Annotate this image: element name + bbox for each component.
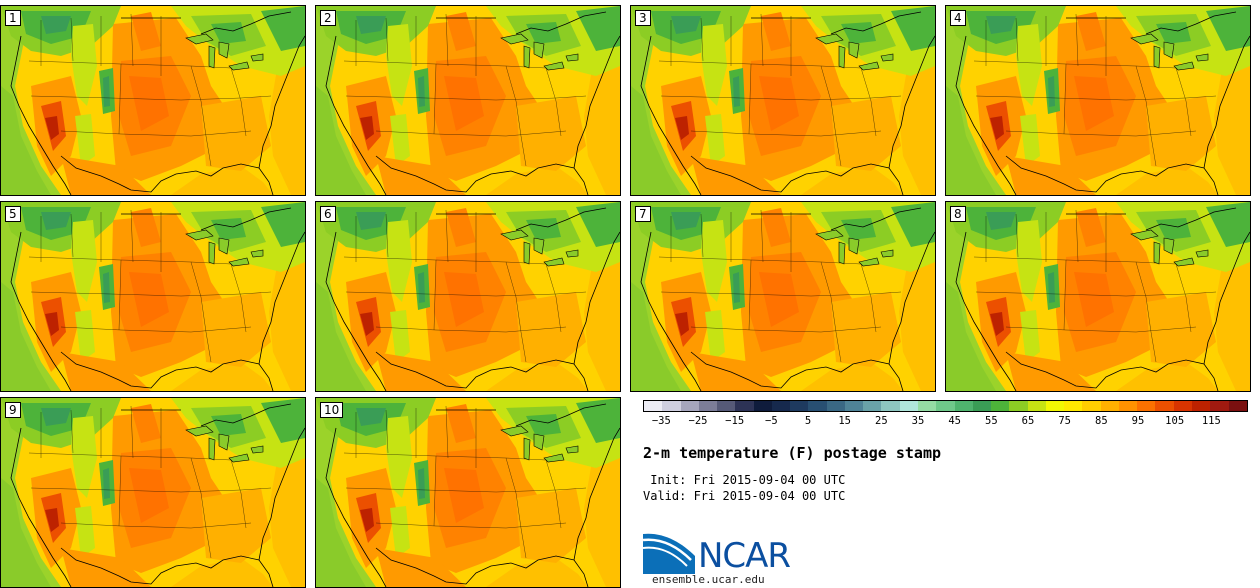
colorbar-swatch — [753, 401, 772, 411]
init-time-line: Init: Fri 2015-09-04 00 UTC — [643, 473, 846, 487]
colorbar-swatch — [717, 401, 736, 411]
colorbar-swatch — [1064, 401, 1083, 411]
panel-number-label: 10 — [320, 402, 344, 418]
forecast-panel-7: 7 — [630, 201, 936, 392]
colorbar-tick: −15 — [725, 415, 745, 427]
temperature-map — [316, 202, 620, 391]
chart-title: 2-m temperature (F) postage stamp — [643, 444, 942, 462]
colorbar-swatch — [735, 401, 754, 411]
colorbar-tick: 75 — [1058, 415, 1071, 427]
forecast-panel-8: 8 — [945, 201, 1251, 392]
colorbar-swatch — [954, 401, 973, 411]
colorbar-swatch — [644, 401, 663, 411]
temperature-map — [631, 6, 935, 195]
panel-number-label: 5 — [5, 206, 21, 222]
colorbar-tick: 85 — [1095, 415, 1108, 427]
panel-number-label: 4 — [950, 10, 966, 26]
panel-number-label: 1 — [5, 10, 21, 26]
forecast-time-info: Init: Fri 2015-09-04 00 UTC Valid: Fri 2… — [643, 472, 845, 504]
temperature-map — [631, 202, 935, 391]
colorbar-swatch — [1082, 401, 1101, 411]
colorbar-swatch — [680, 401, 699, 411]
colorbar-swatch — [790, 401, 809, 411]
panel-number-label: 2 — [320, 10, 336, 26]
colorbar-tick: 55 — [985, 415, 998, 427]
forecast-panel-9: 9 — [0, 397, 306, 588]
temperature-map — [946, 202, 1250, 391]
colorbar-swatch — [1027, 401, 1046, 411]
forecast-panel-1: 1 — [0, 5, 306, 196]
colorbar-tick: −5 — [765, 415, 778, 427]
forecast-panel-4: 4 — [945, 5, 1251, 196]
colorbar-swatch — [771, 401, 791, 411]
colorbar-swatch — [863, 401, 882, 411]
panel-number-label: 7 — [635, 206, 651, 222]
colorbar-swatch — [1137, 401, 1156, 411]
colorbar-swatch — [1228, 401, 1247, 411]
forecast-panel-6: 6 — [315, 201, 621, 392]
colorbar-swatch — [917, 401, 937, 411]
colorbar-swatch — [1009, 401, 1028, 411]
colorbar-swatch — [936, 401, 955, 411]
panel-number-label: 8 — [950, 206, 966, 222]
colorbar-tick: 65 — [1021, 415, 1035, 427]
colorbar-tick: −25 — [688, 415, 708, 427]
colorbar-tick: 5 — [804, 415, 812, 427]
colorbar-swatch — [1155, 401, 1174, 411]
colorbar-swatch — [1118, 401, 1138, 411]
temperature-map — [1, 398, 305, 587]
temperature-map — [316, 398, 620, 587]
temperature-colorbar — [643, 400, 1248, 412]
temperature-map — [1, 202, 305, 391]
forecast-panel-2: 2 — [315, 5, 621, 196]
forecast-panel-3: 3 — [630, 5, 936, 196]
colorbar-swatch — [698, 401, 718, 411]
colorbar-swatch — [844, 401, 864, 411]
colorbar-tick: 25 — [875, 415, 888, 427]
forecast-panel-5: 5 — [0, 201, 306, 392]
panel-number-label: 9 — [5, 402, 21, 418]
temperature-map — [946, 6, 1250, 195]
colorbar-swatch — [899, 401, 918, 411]
colorbar-swatch — [972, 401, 992, 411]
ncar-logo-text: NCAR — [698, 536, 791, 576]
ncar-logo-icon — [643, 533, 695, 574]
colorbar-tick: 95 — [1131, 415, 1145, 427]
forecast-panel-10: 10 — [315, 397, 621, 588]
colorbar-swatch — [826, 401, 845, 411]
colorbar-tick: 45 — [948, 415, 961, 427]
colorbar-swatch — [881, 401, 900, 411]
colorbar-swatch — [1173, 401, 1192, 411]
colorbar-tick: −35 — [651, 415, 671, 427]
valid-time-line: Valid: Fri 2015-09-04 00 UTC — [643, 489, 846, 503]
panel-number-label: 6 — [320, 206, 336, 222]
colorbar-swatch — [662, 401, 681, 411]
colorbar-swatch — [808, 401, 827, 411]
colorbar-swatch — [1210, 401, 1229, 411]
temperature-map — [316, 6, 620, 195]
colorbar-tick: 15 — [838, 415, 851, 427]
colorbar-swatch — [1100, 401, 1119, 411]
website-url: ensemble.ucar.edu — [652, 573, 765, 586]
temperature-map — [1, 6, 305, 195]
colorbar-swatch — [1191, 401, 1211, 411]
colorbar-tick-labels: −35 −25 −15 −5 5 15 25 35 45 55 65 75 85 95 105 115 — [643, 415, 1248, 429]
colorbar-swatch — [991, 401, 1010, 411]
colorbar-tick: 115 — [1201, 415, 1221, 427]
panel-number-label: 3 — [635, 10, 651, 26]
colorbar-tick: 105 — [1165, 415, 1185, 427]
colorbar-swatch — [1045, 401, 1065, 411]
colorbar-tick: 35 — [911, 415, 925, 427]
